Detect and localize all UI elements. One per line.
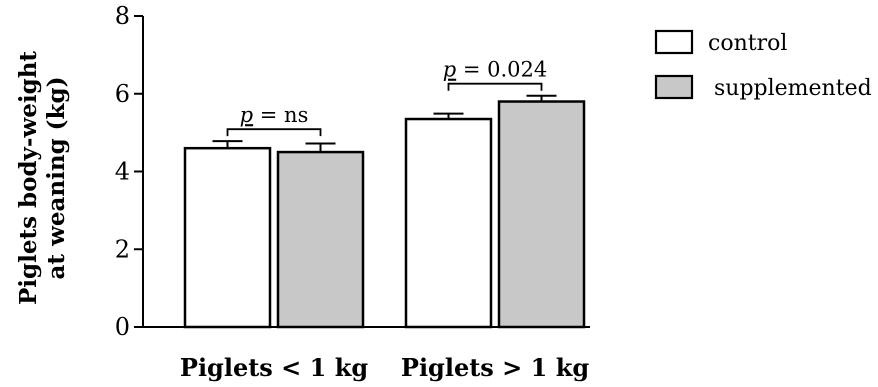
significance-annotations: p = nsp = 0.024 [226,58,548,137]
y-tick-label: 6 [115,80,130,108]
legend: control supplemented [654,29,872,101]
bar-control-1 [404,117,493,329]
y-tick-label: 0 [115,313,130,341]
significance-bracket [447,82,543,91]
p-value: = 0.024 [456,58,547,82]
y-axis-label-line-1: Piglets body-weight [15,51,42,305]
legend-swatch-supplemented [654,74,694,100]
p-symbol: p [443,58,456,82]
p-value-label: p = 0.024 [443,58,548,82]
p-symbol: p [240,103,253,127]
y-tick-label: 2 [115,235,130,263]
legend-label-control: control [708,31,787,56]
x-category-label: Piglets < 1 kg [180,353,368,382]
legend-swatch-control [654,29,694,55]
bar-supplemented-1 [497,100,586,329]
p-value: = ns [253,103,308,127]
y-tick-label: 4 [115,158,130,186]
bars [183,94,586,329]
y-tick-label: 8 [115,2,130,30]
bar-supplemented-0 [276,150,365,329]
y-axis-label-line-2: at weaning (kg) [43,77,70,280]
bar-control-0 [183,146,272,329]
p-value-label: p = ns [240,103,309,127]
x-category-label: Piglets > 1 kg [401,353,589,382]
legend-label-supplemented: supplemented [714,76,872,101]
significance-bracket [226,128,322,137]
y-axis-label: Piglets body-weight at weaning (kg) [15,51,70,305]
x-axis-categories: Piglets < 1 kg Piglets > 1 kg [180,353,589,382]
